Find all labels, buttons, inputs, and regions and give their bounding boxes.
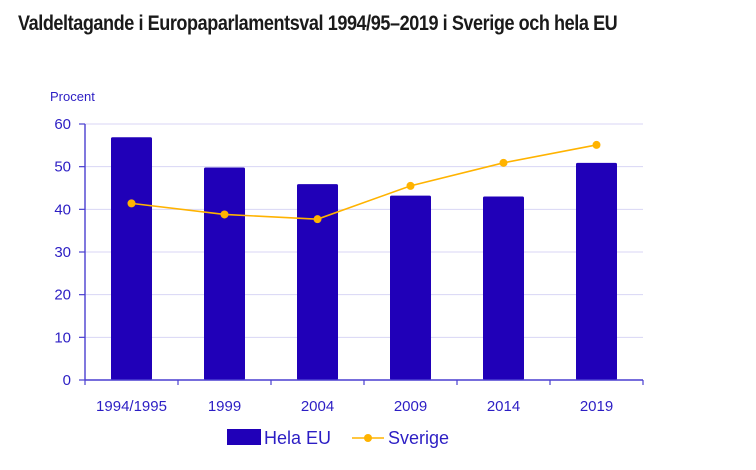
bar-hela-eu <box>576 162 617 380</box>
x-tick-label: 2004 <box>301 398 334 415</box>
y-tick-label: 20 <box>54 287 71 304</box>
point-sverige <box>499 158 508 167</box>
x-tick-label: 2009 <box>394 398 427 415</box>
legend: Hela EU Sverige <box>227 428 449 448</box>
bar-hela-eu <box>390 195 431 380</box>
line-sverige <box>131 144 597 220</box>
y-tick-label: 60 <box>54 116 71 133</box>
bar-hela-eu <box>483 196 524 380</box>
point-sverige <box>127 199 136 208</box>
axis-labels: 0 10 20 30 40 50 60 1994/1995 1999 2004 2009 2014 20… <box>54 116 613 415</box>
x-tick-label: 2019 <box>580 398 613 415</box>
point-sverige <box>313 215 322 224</box>
line-series <box>127 140 601 224</box>
bar-hela-eu <box>297 184 338 380</box>
point-sverige <box>220 210 229 219</box>
bar-hela-eu <box>204 167 245 380</box>
legend-marker-sverige <box>364 434 372 442</box>
legend-label-hela-eu: Hela EU <box>264 428 331 448</box>
point-sverige <box>406 181 415 190</box>
gridlines <box>85 123 643 338</box>
x-tick-label: 2014 <box>487 398 520 415</box>
y-tick-label: 40 <box>54 201 71 218</box>
legend-label-sverige: Sverige <box>388 428 449 448</box>
y-tick-label: 30 <box>54 244 71 261</box>
x-tick-label: 1994/1995 <box>96 398 167 415</box>
bar-hela-eu <box>111 137 152 380</box>
y-axis-label: Procent <box>50 89 95 104</box>
x-tick-label: 1999 <box>208 398 241 415</box>
y-tick-label: 0 <box>63 372 71 389</box>
point-sverige <box>592 140 601 149</box>
bar-series <box>111 137 617 380</box>
chart-title: Valdeltagande i Europaparlamentsval 1994… <box>18 12 618 35</box>
legend-swatch-hela-eu <box>227 429 261 445</box>
axes <box>79 123 644 385</box>
y-tick-label: 10 <box>54 329 71 346</box>
y-tick-label: 50 <box>54 159 71 176</box>
